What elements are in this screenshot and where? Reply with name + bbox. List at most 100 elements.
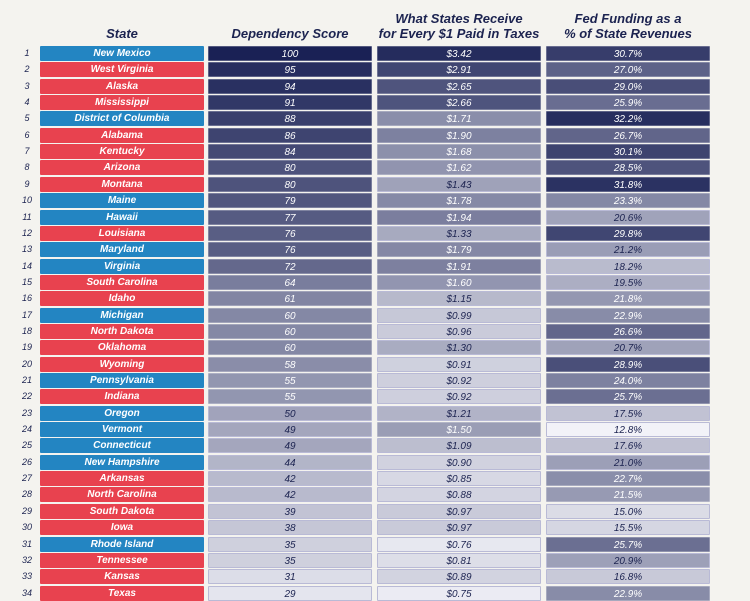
table-row: 17 Michigan 60 $0.99 22.9% xyxy=(0,307,750,323)
state-cell: Mississippi xyxy=(40,95,204,111)
receive-per-dollar-cell: $1.79 xyxy=(377,242,541,258)
state-cell: Kansas xyxy=(40,569,204,585)
rank-label: 22 xyxy=(21,391,32,402)
rank-label: 16 xyxy=(21,293,32,304)
rank-label: 2 xyxy=(24,64,30,75)
receive-per-dollar-cell: $1.62 xyxy=(377,160,541,176)
fed-funding-cell: 21.2% xyxy=(546,242,710,258)
state-cell: North Carolina xyxy=(40,487,204,503)
dependency-score-cell: 50 xyxy=(208,405,372,421)
dependency-score-cell: 58 xyxy=(208,356,372,372)
table-row: 25 Connecticut 49 $1.09 17.6% xyxy=(0,438,750,454)
fed-funding-cell: 18.2% xyxy=(546,258,710,274)
table-row: 13 Maryland 76 $1.79 21.2% xyxy=(0,242,750,258)
fed-funding-cell: 20.9% xyxy=(546,552,710,568)
receive-per-dollar-cell: $0.96 xyxy=(377,323,541,339)
receive-per-dollar-cell: $1.50 xyxy=(377,422,541,438)
state-cell: Idaho xyxy=(40,291,204,307)
header-state: State xyxy=(106,26,138,41)
rank-label: 12 xyxy=(21,227,32,238)
fed-funding-cell: 31.8% xyxy=(546,176,710,192)
receive-per-dollar-cell: $0.92 xyxy=(377,373,541,388)
dependency-score-cell: 95 xyxy=(208,62,372,78)
receive-per-dollar-cell: $1.30 xyxy=(377,340,541,356)
state-cell: North Dakota xyxy=(40,323,204,339)
receive-per-dollar-cell: $0.97 xyxy=(377,503,541,519)
receive-per-dollar-cell: $0.89 xyxy=(377,569,541,585)
rank-label: 5 xyxy=(24,113,30,124)
receive-per-dollar-cell: $0.90 xyxy=(377,454,541,470)
receive-per-dollar-cell: $0.75 xyxy=(377,585,541,601)
fed-funding-cell: 20.6% xyxy=(546,209,710,225)
table-row: 32 Tennessee 35 $0.81 20.9% xyxy=(0,552,750,568)
state-cell: Pennsylvania xyxy=(40,373,204,388)
dependency-score-cell: 49 xyxy=(208,422,372,438)
table-row: 21 Pennsylvania 55 $0.92 24.0% xyxy=(0,373,750,388)
state-cell: Wyoming xyxy=(40,356,204,372)
state-cell: Oregon xyxy=(40,405,204,421)
dependency-score-cell: 88 xyxy=(208,111,372,127)
fed-funding-cell: 22.9% xyxy=(546,585,710,601)
table-row: 31 Rhode Island 35 $0.76 25.7% xyxy=(0,536,750,552)
rank-label: 23 xyxy=(21,407,32,418)
receive-per-dollar-cell: $1.90 xyxy=(377,127,541,143)
table-row: 2 West Virginia 95 $2.91 27.0% xyxy=(0,62,750,78)
rank-label: 24 xyxy=(21,424,32,435)
table-row: 6 Alabama 86 $1.90 26.7% xyxy=(0,127,750,143)
state-cell: Vermont xyxy=(40,422,204,438)
header-funding-line2: % of State Revenues xyxy=(564,26,692,41)
fed-funding-cell: 22.7% xyxy=(546,471,710,487)
dependency-score-cell: 38 xyxy=(208,520,372,536)
rank-label: 18 xyxy=(21,325,32,336)
fed-funding-cell: 21.5% xyxy=(546,487,710,503)
fed-funding-cell: 20.7% xyxy=(546,340,710,356)
rank-label: 14 xyxy=(21,260,32,271)
fed-funding-cell: 24.0% xyxy=(546,373,710,388)
receive-per-dollar-cell: $1.91 xyxy=(377,258,541,274)
dependency-score-cell: 35 xyxy=(208,536,372,552)
table-row: 1 New Mexico 100 $3.42 30.7% xyxy=(0,46,750,61)
fed-funding-cell: 28.9% xyxy=(546,356,710,372)
dependency-score-cell: 60 xyxy=(208,340,372,356)
receive-per-dollar-cell: $1.68 xyxy=(377,144,541,160)
fed-funding-cell: 15.5% xyxy=(546,520,710,536)
table-row: 9 Montana 80 $1.43 31.8% xyxy=(0,176,750,192)
dependency-score-cell: 80 xyxy=(208,176,372,192)
dependency-score-cell: 42 xyxy=(208,487,372,503)
receive-per-dollar-cell: $0.88 xyxy=(377,487,541,503)
receive-per-dollar-cell: $1.21 xyxy=(377,405,541,421)
rank-label: 9 xyxy=(24,178,30,189)
receive-per-dollar-cell: $0.99 xyxy=(377,307,541,323)
state-cell: Montana xyxy=(40,176,204,192)
fed-funding-cell: 19.5% xyxy=(546,274,710,290)
state-cell: Hawaii xyxy=(40,209,204,225)
fed-funding-cell: 32.2% xyxy=(546,111,710,127)
table-row: 12 Louisiana 76 $1.33 29.8% xyxy=(0,225,750,241)
rank-label: 27 xyxy=(21,473,32,484)
state-cell: Indiana xyxy=(40,389,204,405)
receive-per-dollar-cell: $1.33 xyxy=(377,225,541,241)
receive-per-dollar-cell: $0.91 xyxy=(377,356,541,372)
table-row: 26 New Hampshire 44 $0.90 21.0% xyxy=(0,454,750,470)
dependency-score-cell: 91 xyxy=(208,95,372,111)
rank-label: 31 xyxy=(21,538,32,549)
rank-label: 4 xyxy=(24,97,30,108)
receive-per-dollar-cell: $1.15 xyxy=(377,291,541,307)
header-receive-line2: for Every $1 Paid in Taxes xyxy=(378,26,540,41)
dependency-score-cell: 44 xyxy=(208,454,372,470)
dependency-score-cell: 31 xyxy=(208,569,372,585)
table-row: 8 Arizona 80 $1.62 28.5% xyxy=(0,160,750,176)
receive-per-dollar-cell: $2.66 xyxy=(377,95,541,111)
state-cell: South Dakota xyxy=(40,503,204,519)
table-row: 14 Virginia 72 $1.91 18.2% xyxy=(0,258,750,274)
state-cell: Alabama xyxy=(40,127,204,143)
receive-per-dollar-cell: $2.65 xyxy=(377,78,541,94)
receive-per-dollar-cell: $0.76 xyxy=(377,536,541,552)
table-row: 23 Oregon 50 $1.21 17.5% xyxy=(0,405,750,421)
rank-label: 25 xyxy=(21,440,32,451)
dependency-score-cell: 42 xyxy=(208,471,372,487)
receive-per-dollar-cell: $1.09 xyxy=(377,438,541,454)
dependency-score-cell: 84 xyxy=(208,144,372,160)
state-cell: Rhode Island xyxy=(40,536,204,552)
table-row: 5 District of Columbia 88 $1.71 32.2% xyxy=(0,111,750,127)
